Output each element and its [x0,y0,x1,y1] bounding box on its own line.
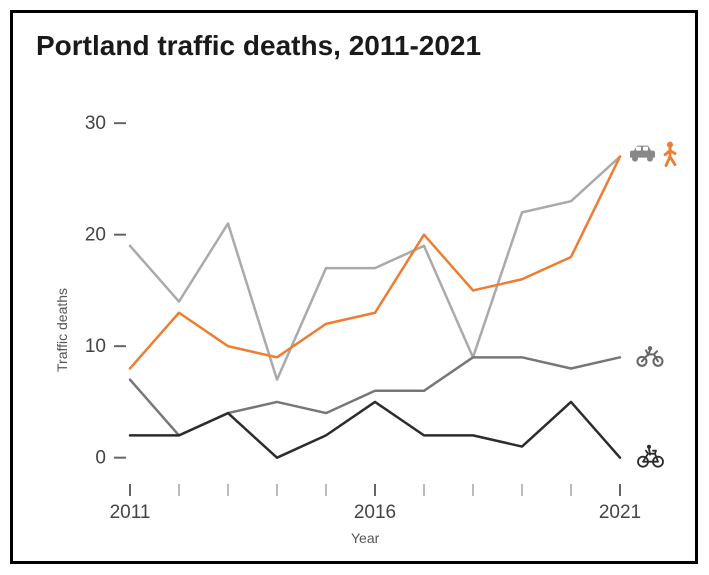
y-tick-label: 30 [85,113,106,134]
pedestrian-icon [665,142,675,166]
y-tick-label: 10 [85,336,106,357]
x-tick-label: 2021 [599,502,641,523]
bicycle-icon [638,445,663,467]
y-tick-label: 0 [95,448,106,469]
y-tick-label: 20 [85,225,106,246]
motorcycle-icon [638,346,663,366]
series-bicycle [130,402,620,458]
x-tick-label: 2011 [110,502,151,523]
x-tick-label: 2016 [354,502,396,523]
chart-plot: 0 10 20 30 2011 2016 2021 [0,0,709,575]
car-icon [630,146,655,162]
